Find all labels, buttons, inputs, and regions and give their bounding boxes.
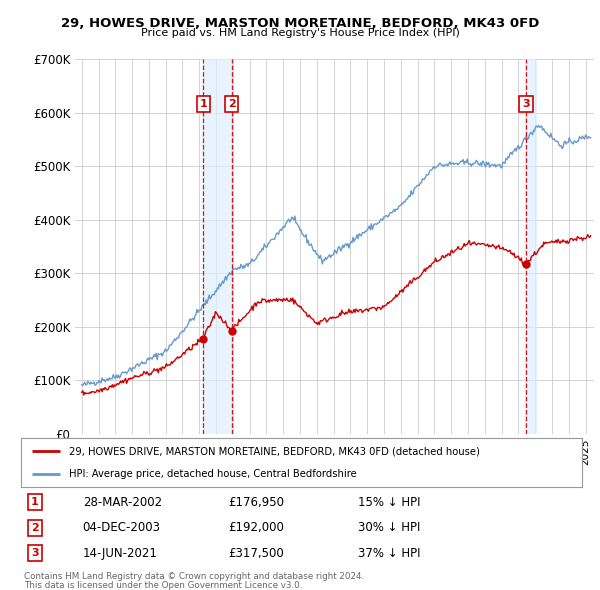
Text: 04-DEC-2003: 04-DEC-2003 xyxy=(83,521,161,535)
Text: 14-JUN-2021: 14-JUN-2021 xyxy=(83,547,158,560)
Text: 2: 2 xyxy=(227,99,235,109)
Text: £176,950: £176,950 xyxy=(229,496,284,509)
Text: 15% ↓ HPI: 15% ↓ HPI xyxy=(358,496,420,509)
Text: 1: 1 xyxy=(199,99,207,109)
Text: 29, HOWES DRIVE, MARSTON MORETAINE, BEDFORD, MK43 0FD (detached house): 29, HOWES DRIVE, MARSTON MORETAINE, BEDF… xyxy=(68,447,479,457)
Text: Price paid vs. HM Land Registry's House Price Index (HPI): Price paid vs. HM Land Registry's House … xyxy=(140,28,460,38)
Text: 28-MAR-2002: 28-MAR-2002 xyxy=(83,496,162,509)
Text: 3: 3 xyxy=(522,99,530,109)
Text: 29, HOWES DRIVE, MARSTON MORETAINE, BEDFORD, MK43 0FD: 29, HOWES DRIVE, MARSTON MORETAINE, BEDF… xyxy=(61,17,539,30)
Bar xyxy=(203,59,232,434)
Text: 2: 2 xyxy=(31,523,39,533)
Text: Contains HM Land Registry data © Crown copyright and database right 2024.: Contains HM Land Registry data © Crown c… xyxy=(24,572,364,581)
Text: HPI: Average price, detached house, Central Bedfordshire: HPI: Average price, detached house, Cent… xyxy=(68,468,356,478)
Text: 3: 3 xyxy=(31,548,39,558)
Text: This data is licensed under the Open Government Licence v3.0.: This data is licensed under the Open Gov… xyxy=(24,581,302,590)
Text: 37% ↓ HPI: 37% ↓ HPI xyxy=(358,547,420,560)
Text: £317,500: £317,500 xyxy=(229,547,284,560)
Text: £192,000: £192,000 xyxy=(229,521,284,535)
Bar xyxy=(525,59,536,434)
Text: 1: 1 xyxy=(31,497,39,507)
Text: 30% ↓ HPI: 30% ↓ HPI xyxy=(358,521,420,535)
